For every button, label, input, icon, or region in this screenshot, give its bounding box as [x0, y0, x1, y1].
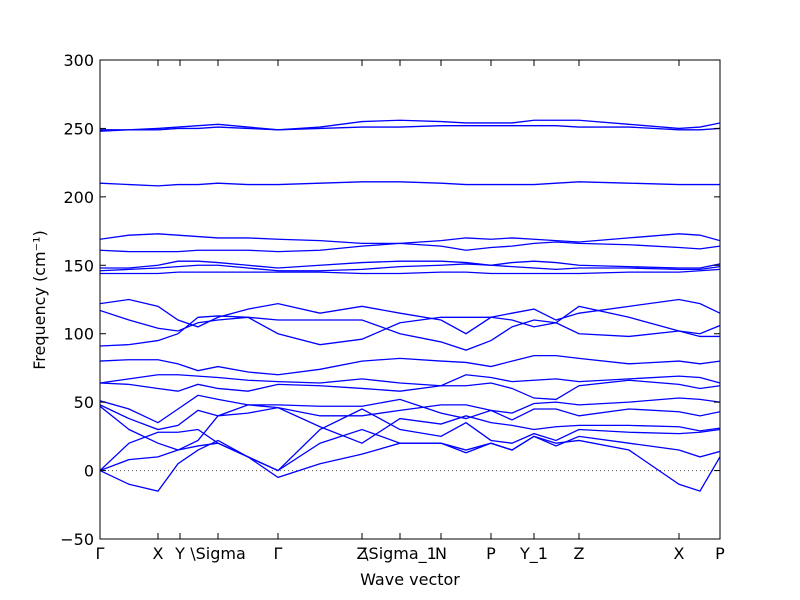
- y-tick-label: 100: [63, 325, 94, 344]
- band-line: [100, 354, 720, 376]
- band-line: [100, 298, 720, 335]
- x-tick-label: Y: [174, 544, 185, 563]
- x-tick-label: \Sigma: [190, 544, 246, 563]
- x-tick-label: X: [153, 544, 164, 563]
- band-line: [100, 263, 720, 272]
- band-line: [100, 125, 720, 132]
- band-line: [100, 241, 720, 253]
- band-line: [100, 394, 720, 424]
- x-tick-label: X: [674, 544, 685, 563]
- x-tick-label: Y_1: [519, 544, 548, 564]
- band-line: [100, 181, 720, 187]
- x-tick-label: Γ: [274, 544, 283, 563]
- plot-frame: [99, 59, 721, 540]
- band-line: [100, 374, 720, 387]
- y-tick-label: 50: [74, 393, 94, 412]
- band-line: [100, 309, 720, 351]
- x-axis-label: Wave vector: [360, 570, 460, 589]
- band-line: [100, 233, 720, 245]
- y-tick-label: 0: [84, 462, 94, 481]
- x-tick-label: P: [486, 544, 496, 563]
- band-line: [100, 119, 720, 131]
- y-tick-label: −50: [60, 530, 94, 549]
- x-tick-label: \Sigma_1: [363, 544, 437, 564]
- y-axis-label: Frequency (cm⁻¹): [30, 230, 49, 369]
- band-line: [100, 404, 720, 431]
- bands: [100, 119, 720, 492]
- x-tick-label: Z: [574, 544, 585, 563]
- y-tick-label: 150: [63, 256, 94, 275]
- x-tick-label: Z: [357, 544, 368, 563]
- y-tick-label: 250: [63, 119, 94, 138]
- x-tick-label: N: [435, 544, 447, 563]
- band-line: [100, 404, 720, 451]
- y-tick-label: 200: [63, 188, 94, 207]
- band-line: [100, 408, 720, 472]
- band-line: [100, 435, 720, 492]
- y-tick-label: 300: [63, 51, 94, 70]
- band-line: [100, 379, 720, 401]
- band-line: [100, 268, 720, 275]
- x-tick-label: Γ: [96, 544, 105, 563]
- band-line: [100, 305, 720, 347]
- x-tick-label: P: [715, 544, 725, 563]
- band-line: [100, 260, 720, 269]
